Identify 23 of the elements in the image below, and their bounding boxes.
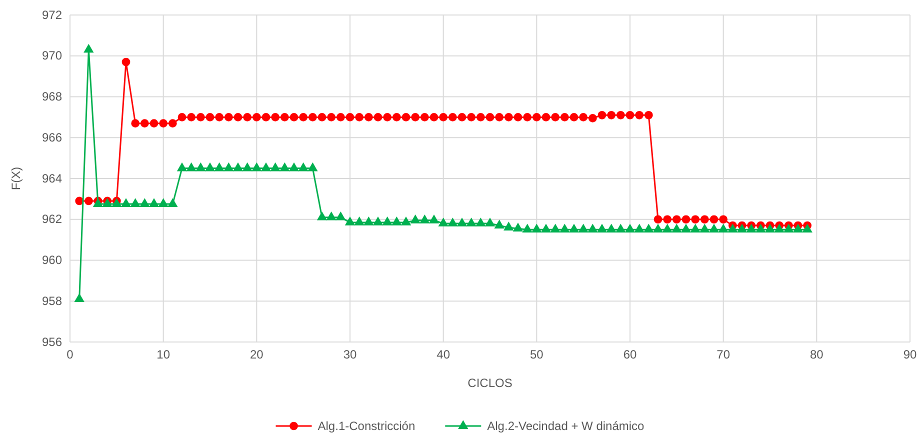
y-tick-label: 962: [42, 212, 62, 226]
x-tick-label: 20: [250, 348, 264, 362]
x-tick-label: 70: [716, 348, 730, 362]
y-tick-label: 958: [42, 294, 62, 308]
x-tick-label: 90: [903, 348, 917, 362]
y-tick-label: 968: [42, 90, 62, 104]
y-tick-label: 970: [42, 48, 62, 63]
x-tick-label: 10: [156, 348, 170, 362]
y-tick-label: 964: [42, 171, 62, 186]
x-tick-label: 50: [530, 348, 544, 362]
x-tick-label: 80: [810, 348, 824, 362]
y-tick-label: 972: [42, 8, 62, 22]
x-tick-label: 30: [343, 348, 357, 362]
x-tick-label: 0: [66, 348, 74, 362]
x-tick-label: 60: [623, 348, 637, 362]
legend-label: Alg.1-Constricción: [318, 419, 416, 434]
x-tick-label: 40: [436, 348, 450, 362]
x-axis-title: CICLOS: [468, 376, 512, 390]
y-tick-label: 960: [42, 253, 62, 268]
y-tick-label: 956: [42, 334, 62, 349]
legend-label: Alg.2-Vecindad + W dinámico: [487, 419, 645, 434]
y-tick-label: 966: [42, 130, 62, 144]
y-axis-title: F(X): [9, 166, 23, 190]
